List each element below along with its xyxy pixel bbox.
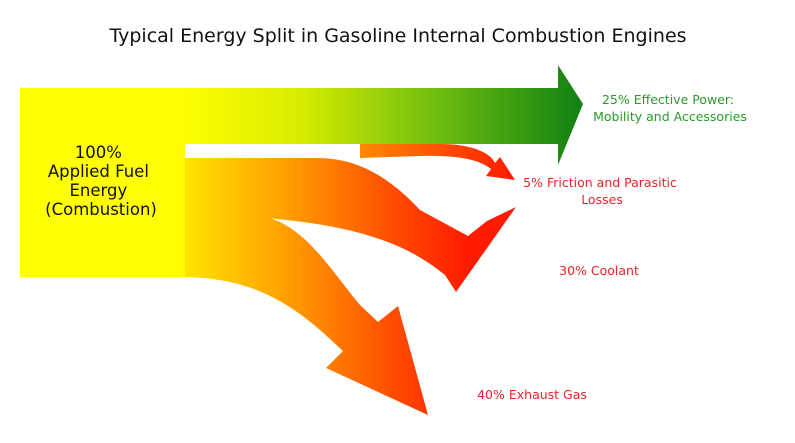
exhaust-label-line: 40% Exhaust Gas (477, 387, 587, 402)
effective-power-label-line: 25% Effective Power: (602, 92, 734, 107)
source-label: 100% Applied Fuel Energy (Combustion) (45, 143, 157, 219)
flow-exhaust-arrow (180, 215, 428, 415)
source-block (20, 88, 185, 277)
source-label-line: 100% (75, 143, 122, 162)
exhaust-label: 40% Exhaust Gas (477, 387, 587, 402)
friction-label: 5% Friction and Parasitic Losses (523, 175, 681, 207)
effective-power-label-line: Mobility and Accessories (593, 109, 747, 124)
source-label-line: Energy (69, 181, 127, 200)
effective-power-label: 25% Effective Power: Mobility and Access… (593, 92, 747, 124)
coolant-label: 30% Coolant (559, 263, 639, 278)
flow-friction-arrow (360, 144, 515, 180)
friction-label-line: Losses (581, 192, 623, 207)
flow-effective-power-arrow (180, 65, 583, 165)
flow-coolant-arrow (180, 158, 516, 292)
friction-label-line: 5% Friction and Parasitic (523, 175, 677, 190)
source-label-line: Applied Fuel (48, 162, 149, 181)
diagram-title: Typical Energy Split in Gasoline Interna… (108, 25, 686, 47)
coolant-label-line: 30% Coolant (559, 263, 639, 278)
source-label-line: (Combustion) (45, 200, 157, 219)
